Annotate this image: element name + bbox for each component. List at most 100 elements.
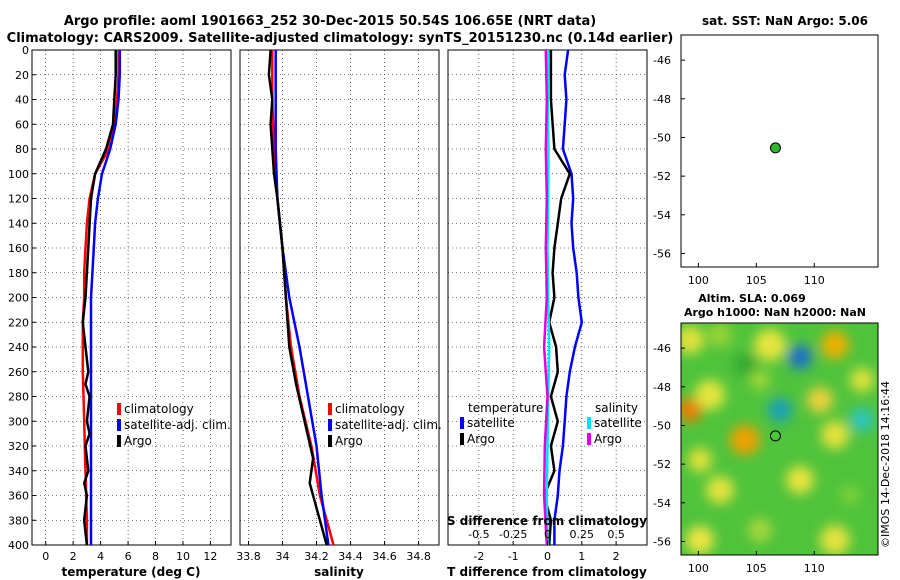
title-line1: Argo profile: aoml 1901663_252 30-Dec-20… — [64, 14, 596, 29]
x-tick-label: 100 — [688, 562, 709, 575]
y-tick-label: 0 — [22, 44, 29, 57]
y-tick-label: -46 — [653, 342, 671, 355]
y-tick-label: -54 — [653, 209, 671, 222]
y-tick-label: 380 — [8, 514, 29, 527]
temperature-panel: 0204060801001201401601802002202402602803… — [8, 44, 232, 579]
y-tick-label: -50 — [653, 419, 671, 432]
salinity-legend: salinity satellite Argo — [587, 401, 642, 446]
y-tick-label: 140 — [8, 217, 29, 230]
legend-swatch-argo — [117, 435, 121, 447]
legend-label-satellite: satellite-adj. clim. — [124, 418, 231, 432]
sla-map-panel: Altim. SLA: 0.069 Argo h1000: NaN h2000:… — [653, 292, 879, 575]
x-tick-label: 34.8 — [406, 550, 431, 563]
top-tick-label: 0.25 — [570, 528, 595, 541]
x-tick-label: 34.2 — [304, 550, 329, 563]
series-line-t-satellite — [553, 49, 584, 545]
y-tick-label: 280 — [8, 391, 29, 404]
y-tick-label: 300 — [8, 415, 29, 428]
y-tick-label: -46 — [653, 54, 671, 67]
argo-position-marker — [769, 142, 781, 154]
y-tick-label: -56 — [653, 535, 671, 548]
y-tick-label: 100 — [8, 168, 29, 181]
temperature-frame — [31, 49, 232, 546]
x-tick-label: 2 — [70, 550, 77, 563]
top-tick-label: 0.5 — [607, 528, 625, 541]
watermark: ©IMOS 14-Dec-2018 14:16:44 — [879, 381, 892, 548]
x-tick-label: 4 — [97, 550, 104, 563]
y-tick-label: -54 — [653, 497, 671, 510]
y-tick-label: 400 — [8, 539, 29, 552]
y-tick-label: 240 — [8, 341, 29, 354]
salinity-panel: 33.8 34 34.2 34.4 34.6 34.8 salinity climatol… — [236, 49, 442, 579]
y-tick-label: -50 — [653, 131, 671, 144]
y-tick-label: 160 — [8, 242, 29, 255]
legend-label-climatology: climatology — [124, 402, 194, 416]
x-tick-label: 110 — [804, 274, 825, 287]
y-tick-label: 340 — [8, 465, 29, 478]
y-tick-label: 360 — [8, 490, 29, 503]
series-line-climatology — [81, 50, 120, 545]
sla-title-line2: Argo h1000: NaN h2000: NaN — [684, 306, 866, 319]
legend-label-s-argo: Argo — [594, 432, 622, 446]
legend-swatch-s-argo — [587, 433, 591, 445]
y-tick-label: -56 — [653, 247, 671, 260]
y-tick-label: 220 — [8, 316, 29, 329]
sla-heatmap — [681, 323, 878, 555]
legend-label-climatology: climatology — [335, 402, 405, 416]
x-tick-label: 0 — [42, 550, 49, 563]
x-tick-label: 1 — [578, 550, 585, 563]
series-line-argo — [267, 49, 328, 546]
x-tick-label: -1 — [508, 550, 519, 563]
temperature-legend: temperature satellite Argo — [460, 401, 543, 446]
sla-title-line1: Altim. SLA: 0.069 — [698, 292, 805, 305]
y-tick-label: -48 — [653, 381, 671, 394]
y-tick-label: 260 — [8, 366, 29, 379]
temperature-xlabel: temperature (deg C) — [62, 565, 201, 579]
legend-label-t-argo: Argo — [467, 432, 495, 446]
legend-swatch-climatology — [117, 403, 121, 415]
series-line-satellite-adj-clim- — [89, 50, 122, 545]
x-tick-label: 8 — [152, 550, 159, 563]
x-tick-label: 0 — [544, 550, 551, 563]
legend-title-temperature: temperature — [468, 401, 543, 415]
y-tick-label: 60 — [15, 118, 29, 131]
series-line-argo — [81, 50, 117, 546]
difference-xlabel: T difference from climatology — [447, 565, 647, 579]
x-tick-label: 34.4 — [338, 550, 363, 563]
legend-swatch-satellite — [328, 419, 332, 431]
difference-xlabel-top: S difference from climatology — [447, 514, 647, 528]
salinity-legend: climatology satellite-adj. clim. Argo — [328, 402, 442, 448]
legend-swatch-t-satellite — [460, 417, 464, 429]
x-tick-label: 100 — [688, 274, 709, 287]
legend-label-t-satellite: satellite — [467, 416, 515, 430]
y-tick-label: 20 — [15, 69, 29, 82]
series-line-s-argo — [542, 49, 549, 546]
legend-label-argo: Argo — [124, 434, 152, 448]
legend-swatch-argo — [328, 435, 332, 447]
legend-label-argo: Argo — [335, 434, 363, 448]
title-line2: Climatology: CARS2009. Satellite-adjuste… — [7, 31, 674, 46]
sst-map-panel: sat. SST: NaN Argo: 5.06 -46 -48 -50 -52 -54… — [653, 14, 879, 287]
y-tick-label: 180 — [8, 267, 29, 280]
x-tick-label: 33.8 — [236, 550, 261, 563]
y-tick-label: -52 — [653, 170, 671, 183]
x-tick-label: 10 — [176, 550, 190, 563]
top-tick-label: -0.5 — [468, 528, 489, 541]
legend-title-salinity: salinity — [595, 401, 638, 415]
x-tick-label: 2 — [613, 550, 620, 563]
series-line-s-satellite — [545, 49, 551, 546]
sst-title: sat. SST: NaN Argo: 5.06 — [702, 14, 868, 28]
y-tick-label: 320 — [8, 440, 29, 453]
x-tick-label: 12 — [203, 550, 217, 563]
x-tick-label: 105 — [746, 562, 767, 575]
top-tick-label: 0 — [544, 528, 551, 541]
y-tick-label: 120 — [8, 193, 29, 206]
x-tick-label: 105 — [746, 274, 767, 287]
argo-position-marker — [769, 430, 781, 442]
legend-swatch-t-argo — [460, 433, 464, 445]
sst-frame — [680, 34, 879, 268]
y-tick-label: -52 — [653, 458, 671, 471]
legend-swatch-climatology — [328, 403, 332, 415]
legend-label-s-satellite: satellite — [594, 416, 642, 430]
